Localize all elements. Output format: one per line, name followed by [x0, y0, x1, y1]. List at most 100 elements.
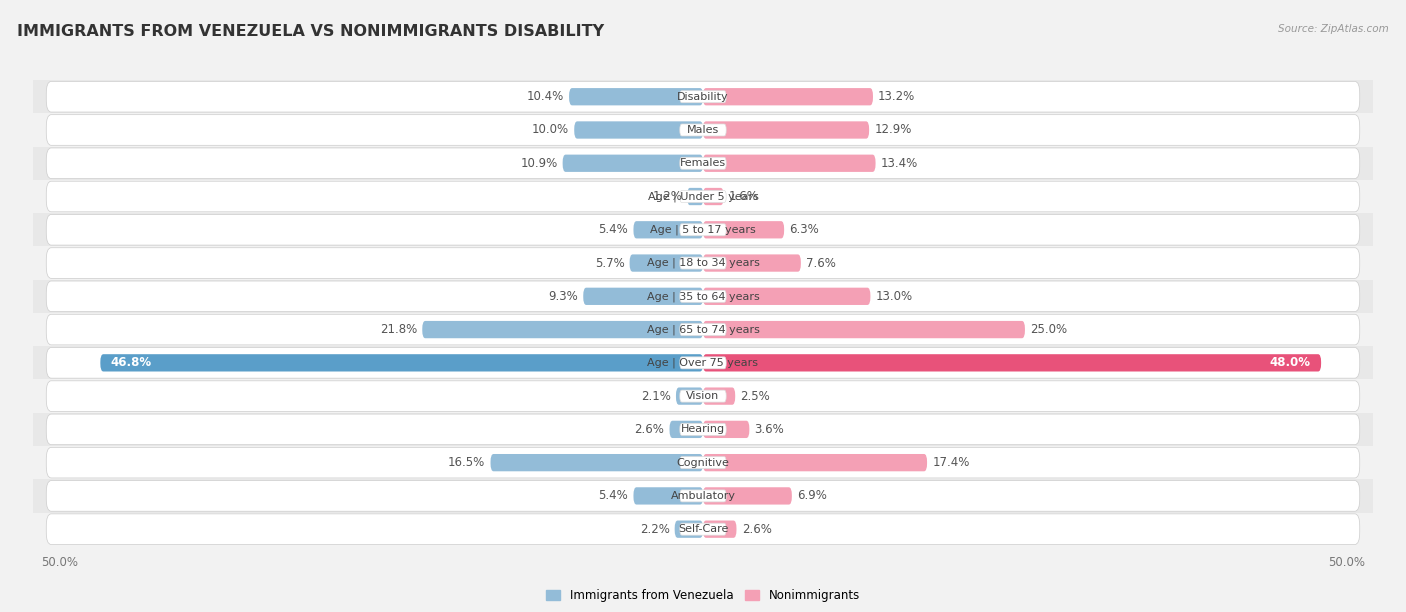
FancyBboxPatch shape	[562, 155, 703, 172]
FancyBboxPatch shape	[676, 387, 703, 405]
Text: Age | 65 to 74 years: Age | 65 to 74 years	[647, 324, 759, 335]
FancyBboxPatch shape	[46, 414, 1360, 445]
Bar	[34, 180, 1372, 213]
FancyBboxPatch shape	[681, 324, 725, 335]
Text: Cognitive: Cognitive	[676, 458, 730, 468]
Text: 5.4%: 5.4%	[599, 223, 628, 236]
Text: Age | 18 to 34 years: Age | 18 to 34 years	[647, 258, 759, 268]
FancyBboxPatch shape	[46, 214, 1360, 245]
FancyBboxPatch shape	[100, 354, 703, 371]
Text: 46.8%: 46.8%	[111, 356, 152, 370]
FancyBboxPatch shape	[703, 121, 869, 139]
Text: 5.7%: 5.7%	[595, 256, 624, 269]
Text: 2.6%: 2.6%	[634, 423, 665, 436]
FancyBboxPatch shape	[703, 454, 927, 471]
FancyBboxPatch shape	[669, 420, 703, 438]
FancyBboxPatch shape	[703, 321, 1025, 338]
Text: Age | Over 75 years: Age | Over 75 years	[648, 357, 758, 368]
FancyBboxPatch shape	[46, 315, 1360, 345]
Text: 6.3%: 6.3%	[789, 223, 820, 236]
FancyBboxPatch shape	[583, 288, 703, 305]
Bar	[34, 280, 1372, 313]
Bar	[34, 479, 1372, 512]
FancyBboxPatch shape	[681, 523, 725, 535]
Bar	[34, 147, 1372, 180]
Text: 9.3%: 9.3%	[548, 290, 578, 303]
Text: IMMIGRANTS FROM VENEZUELA VS NONIMMIGRANTS DISABILITY: IMMIGRANTS FROM VENEZUELA VS NONIMMIGRAN…	[17, 24, 605, 40]
Text: Source: ZipAtlas.com: Source: ZipAtlas.com	[1278, 24, 1389, 34]
FancyBboxPatch shape	[681, 190, 725, 203]
FancyBboxPatch shape	[681, 457, 725, 469]
Text: 3.6%: 3.6%	[755, 423, 785, 436]
Text: 2.2%: 2.2%	[640, 523, 669, 536]
Text: 1.6%: 1.6%	[728, 190, 759, 203]
Text: 10.9%: 10.9%	[520, 157, 558, 170]
FancyBboxPatch shape	[675, 521, 703, 538]
FancyBboxPatch shape	[634, 487, 703, 504]
Text: Ambulatory: Ambulatory	[671, 491, 735, 501]
Bar	[34, 412, 1372, 446]
FancyBboxPatch shape	[422, 321, 703, 338]
FancyBboxPatch shape	[703, 288, 870, 305]
Bar	[34, 313, 1372, 346]
Bar	[34, 213, 1372, 247]
FancyBboxPatch shape	[681, 490, 725, 502]
Text: 13.0%: 13.0%	[876, 290, 912, 303]
Text: Self-Care: Self-Care	[678, 524, 728, 534]
FancyBboxPatch shape	[46, 447, 1360, 478]
Bar	[34, 113, 1372, 147]
Bar	[34, 346, 1372, 379]
FancyBboxPatch shape	[703, 255, 801, 272]
Text: 13.4%: 13.4%	[880, 157, 918, 170]
FancyBboxPatch shape	[630, 255, 703, 272]
Bar	[34, 247, 1372, 280]
Text: Age | 35 to 64 years: Age | 35 to 64 years	[647, 291, 759, 302]
Bar	[34, 446, 1372, 479]
Text: 10.4%: 10.4%	[527, 90, 564, 103]
FancyBboxPatch shape	[681, 91, 725, 103]
FancyBboxPatch shape	[703, 420, 749, 438]
FancyBboxPatch shape	[681, 357, 725, 369]
FancyBboxPatch shape	[46, 381, 1360, 411]
Text: 25.0%: 25.0%	[1031, 323, 1067, 336]
Text: Vision: Vision	[686, 391, 720, 401]
Text: 2.6%: 2.6%	[741, 523, 772, 536]
FancyBboxPatch shape	[703, 221, 785, 239]
Text: 21.8%: 21.8%	[380, 323, 418, 336]
FancyBboxPatch shape	[46, 281, 1360, 312]
FancyBboxPatch shape	[46, 114, 1360, 145]
FancyBboxPatch shape	[491, 454, 703, 471]
Text: Age | Under 5 years: Age | Under 5 years	[648, 192, 758, 202]
FancyBboxPatch shape	[46, 514, 1360, 545]
FancyBboxPatch shape	[681, 290, 725, 302]
Text: Age | 5 to 17 years: Age | 5 to 17 years	[650, 225, 756, 235]
FancyBboxPatch shape	[574, 121, 703, 139]
FancyBboxPatch shape	[703, 521, 737, 538]
FancyBboxPatch shape	[681, 424, 725, 435]
Bar	[34, 80, 1372, 113]
FancyBboxPatch shape	[681, 124, 725, 136]
Text: 12.9%: 12.9%	[875, 124, 911, 136]
Text: 16.5%: 16.5%	[449, 456, 485, 469]
FancyBboxPatch shape	[46, 81, 1360, 112]
Text: Hearing: Hearing	[681, 424, 725, 435]
FancyBboxPatch shape	[703, 354, 1322, 371]
FancyBboxPatch shape	[703, 188, 724, 205]
Text: 2.5%: 2.5%	[741, 390, 770, 403]
Text: Disability: Disability	[678, 92, 728, 102]
FancyBboxPatch shape	[703, 487, 792, 504]
Text: 17.4%: 17.4%	[932, 456, 970, 469]
FancyBboxPatch shape	[703, 88, 873, 105]
FancyBboxPatch shape	[703, 387, 735, 405]
Bar	[34, 512, 1372, 546]
FancyBboxPatch shape	[681, 157, 725, 170]
FancyBboxPatch shape	[569, 88, 703, 105]
Text: Females: Females	[681, 159, 725, 168]
Text: 7.6%: 7.6%	[806, 256, 837, 269]
Text: 6.9%: 6.9%	[797, 490, 827, 502]
Legend: Immigrants from Venezuela, Nonimmigrants: Immigrants from Venezuela, Nonimmigrants	[546, 589, 860, 602]
Bar	[34, 379, 1372, 412]
Text: 1.2%: 1.2%	[652, 190, 682, 203]
FancyBboxPatch shape	[46, 148, 1360, 179]
FancyBboxPatch shape	[46, 348, 1360, 378]
